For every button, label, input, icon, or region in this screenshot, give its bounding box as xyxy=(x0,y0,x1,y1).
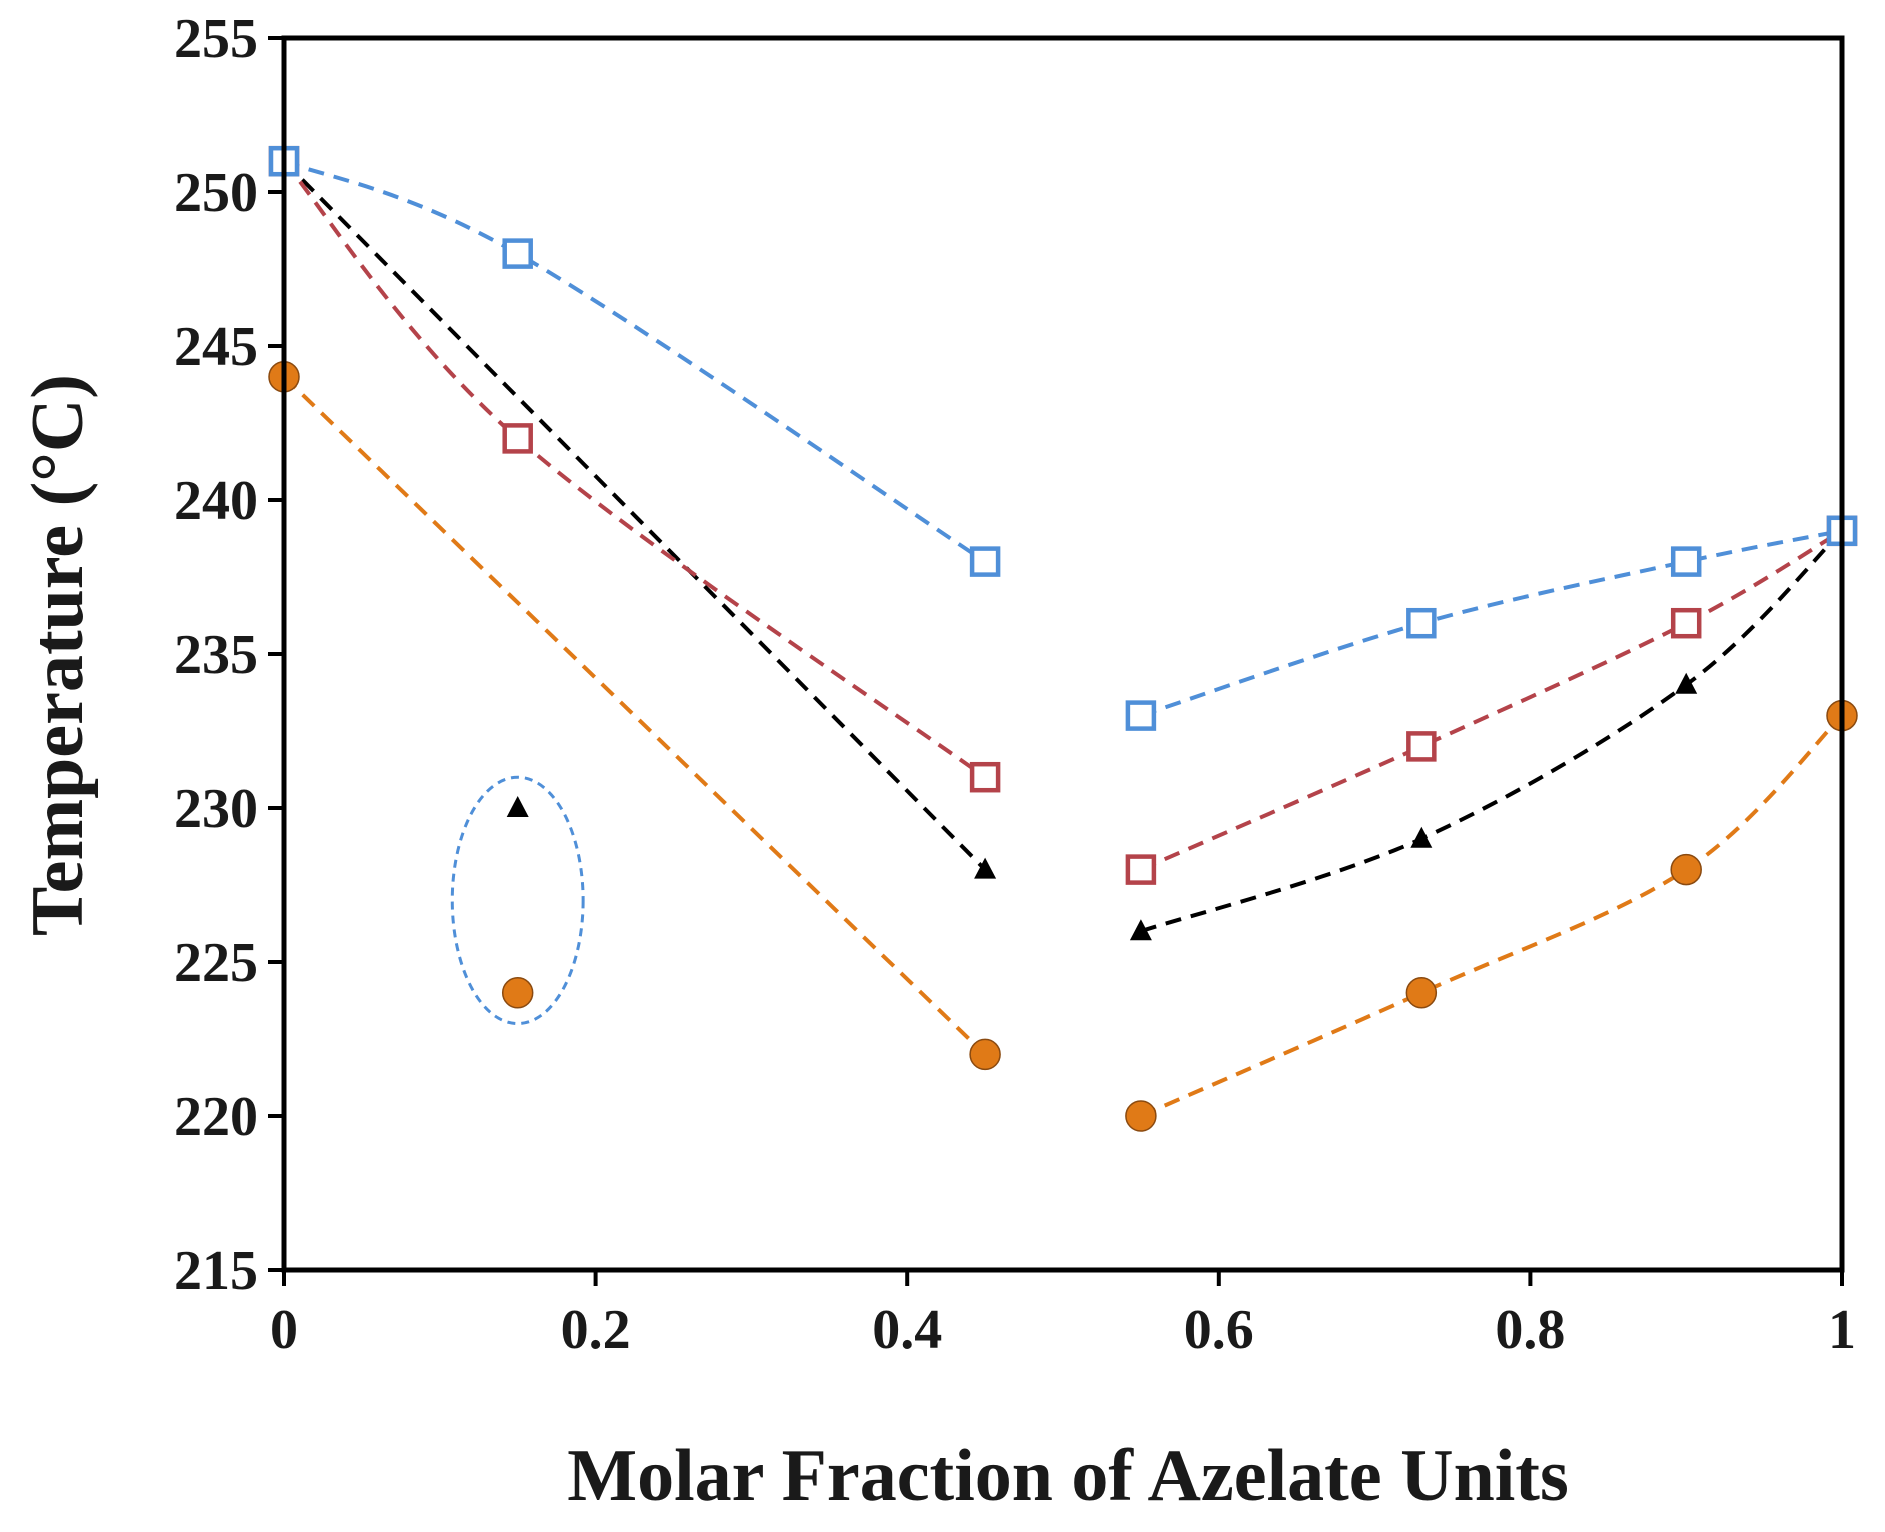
circle-marker xyxy=(969,1038,1001,1071)
x-tick-label: 0.2 xyxy=(561,1299,631,1361)
red-open-squares-curve xyxy=(282,159,987,779)
x-axis-ticks: 0 0.2 0.4 0.6 0.8 1 xyxy=(270,1270,1856,1361)
open-square-marker xyxy=(502,423,533,454)
open-square-marker xyxy=(1406,607,1437,639)
triangle-marker xyxy=(1675,672,1698,694)
y-tick-label: 230 xyxy=(174,778,258,840)
x-tick-label: 0 xyxy=(270,1299,298,1361)
series-markers xyxy=(268,145,1858,1132)
open-square-marker xyxy=(969,546,1001,577)
circle-marker xyxy=(1670,853,1702,886)
plot-frame xyxy=(281,35,1845,1273)
y-tick-label: 255 xyxy=(174,8,258,70)
open-square-marker xyxy=(1670,546,1702,577)
y-axis-title: Temperature (°C) xyxy=(17,374,99,936)
triangle-marker xyxy=(506,796,529,817)
y-axis-ticks: 215 220 225 230 235 240 245 250 255 xyxy=(174,8,284,1302)
blue-open-squares-curve xyxy=(1140,528,1843,718)
y-tick-label: 220 xyxy=(174,1086,258,1148)
x-tick-label: 0.6 xyxy=(1184,1299,1254,1361)
open-square-marker xyxy=(1670,607,1702,639)
black-triangles-curve xyxy=(282,159,987,872)
circle-marker xyxy=(1125,1100,1157,1132)
annotations xyxy=(450,775,585,1026)
circle-marker xyxy=(501,977,534,1009)
orange-circles-curve xyxy=(1140,714,1844,1118)
x-axis-title: Molar Fraction of Azelate Units xyxy=(567,1435,1569,1517)
x-tick-label: 0.4 xyxy=(872,1299,942,1361)
highlight-ellipse xyxy=(450,775,585,1026)
x-tick-label: 0.8 xyxy=(1495,1299,1565,1361)
black-triangles-curve xyxy=(1140,529,1844,934)
triangle-marker xyxy=(1129,919,1152,941)
open-square-marker xyxy=(1125,700,1157,731)
open-square-marker xyxy=(1125,854,1157,885)
y-tick-label: 235 xyxy=(174,624,258,686)
y-tick-label: 225 xyxy=(174,932,258,994)
open-square-marker xyxy=(969,761,1001,793)
y-tick-label: 240 xyxy=(174,470,258,532)
y-tick-label: 245 xyxy=(174,316,258,378)
red-open-squares-curve xyxy=(1140,529,1844,872)
open-square-marker xyxy=(1406,731,1437,762)
y-tick-label: 250 xyxy=(174,162,258,224)
y-tick-label: 215 xyxy=(174,1240,258,1302)
x-tick-label: 1 xyxy=(1828,1299,1856,1361)
orange-circles-curve xyxy=(282,375,987,1056)
triangle-marker xyxy=(1410,826,1433,848)
circle-marker xyxy=(1405,977,1438,1009)
blue-open-squares-curve xyxy=(283,159,987,564)
series-curves xyxy=(282,159,1844,1118)
triangle-marker xyxy=(974,857,997,879)
open-square-marker xyxy=(502,238,533,269)
